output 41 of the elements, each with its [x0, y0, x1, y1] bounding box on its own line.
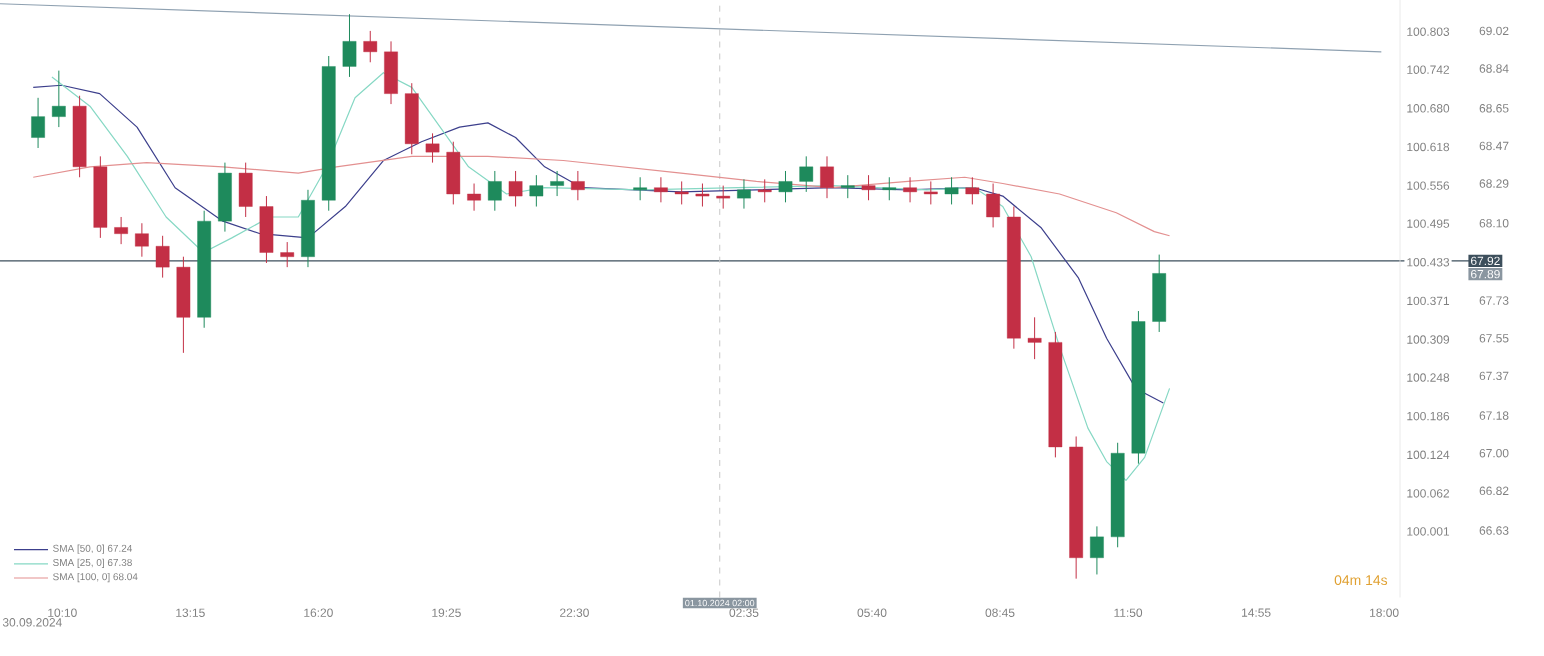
candlestick [571, 170, 585, 201]
candlestick [923, 180, 938, 205]
candlestick [155, 235, 170, 279]
candlestick [799, 155, 814, 193]
candlestick [820, 155, 834, 199]
candlestick [716, 185, 731, 210]
candlestick [695, 183, 710, 208]
candlestick [529, 174, 544, 208]
line-series [32, 155, 1171, 237]
candlestick [1090, 525, 1104, 575]
candlestick [965, 176, 980, 205]
candlestick [903, 176, 917, 203]
candlestick [51, 70, 66, 128]
candlestick [384, 40, 398, 105]
candlestick [757, 178, 772, 203]
candlestick [31, 97, 45, 149]
candlestick [654, 176, 668, 203]
candlestick [342, 13, 357, 78]
candlestick [467, 183, 481, 212]
candlestick [135, 222, 149, 258]
candlestick [259, 195, 274, 264]
candlestick [778, 170, 793, 203]
candlestick [238, 162, 253, 218]
candlestick [550, 170, 564, 197]
candlestick [861, 174, 876, 201]
candlestick [674, 180, 689, 205]
line-series [32, 84, 1164, 404]
candlestick [944, 176, 959, 205]
candlestick [737, 178, 751, 210]
candlestick [1027, 316, 1042, 360]
candlestick [633, 176, 647, 201]
candlestick [882, 176, 897, 201]
candlestick [446, 141, 461, 205]
candlestick [363, 30, 378, 63]
candlestick [280, 241, 295, 268]
candlestick [840, 174, 855, 199]
candlestick [508, 170, 523, 208]
candlestick [487, 170, 502, 212]
candlestick [114, 216, 128, 245]
candlestick [986, 183, 1000, 228]
candlestick [425, 132, 440, 164]
